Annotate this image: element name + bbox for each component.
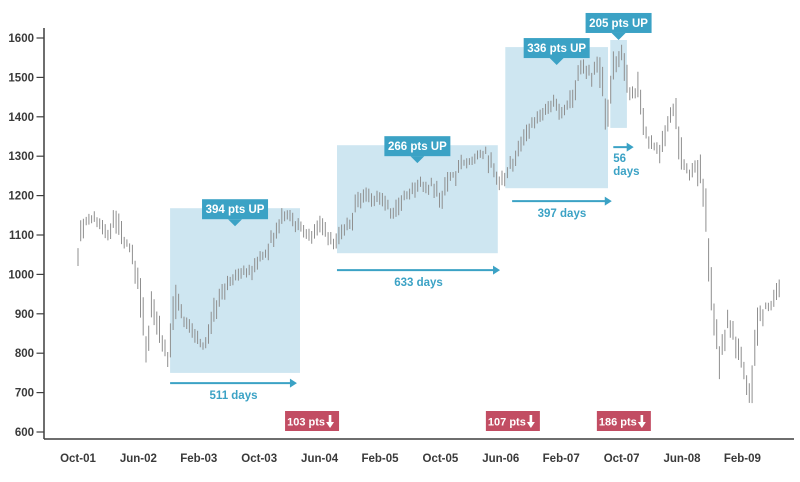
y-tick-label: 1000 xyxy=(8,269,34,281)
x-tick-label: Jun-08 xyxy=(663,453,701,465)
rally-region xyxy=(610,40,627,128)
rally-callout-label: 266 pts UP xyxy=(388,141,447,153)
x-tick-label: Jun-02 xyxy=(120,453,157,465)
down-arrow-icon xyxy=(637,422,646,428)
down-arrow-icon xyxy=(526,422,535,428)
x-tick-label: Feb-05 xyxy=(361,453,399,465)
y-tick-label: 1300 xyxy=(8,151,34,163)
y-tick-label: 700 xyxy=(15,388,34,400)
x-tick-label: Oct-05 xyxy=(423,453,459,465)
decline-annotations: 103 pts 107 pts 186 pts xyxy=(285,411,651,431)
decline-callout-label: 186 pts xyxy=(599,417,637,429)
rally-callout-label: 394 pts UP xyxy=(206,204,265,216)
rally-regions xyxy=(170,40,627,373)
y-tick-label: 1600 xyxy=(8,33,34,45)
rally-callout-label: 205 pts UP xyxy=(589,18,648,30)
rally-annotations: 511 days 394 pts UP 633 days 266 pts UP 397 … xyxy=(170,12,652,402)
rally-callout-pointer-icon xyxy=(611,32,626,40)
axes: 600 700 800 900 1000 1100 1200 1300 1400 1500 1600… xyxy=(8,28,794,465)
rally-callout xyxy=(384,136,451,157)
x-tick-label: Feb-07 xyxy=(543,453,580,465)
rally-callout xyxy=(523,38,590,59)
decline-callout xyxy=(485,411,540,431)
y-tick-label: 1200 xyxy=(8,191,34,203)
x-tick-label: Oct-07 xyxy=(604,453,640,465)
duration-label: 633 days xyxy=(394,277,443,289)
x-tick-label: Feb-09 xyxy=(724,453,761,465)
x-tick-label: Feb-03 xyxy=(180,453,217,465)
duration-arrow-head-icon xyxy=(493,265,501,275)
decline-callout xyxy=(285,411,340,431)
duration-label: days xyxy=(613,166,639,178)
y-tick-label: 800 xyxy=(15,348,34,360)
rally-region xyxy=(505,47,608,189)
rally-callout xyxy=(202,199,269,220)
y-tick-label: 1400 xyxy=(8,112,34,124)
duration-label: 511 days xyxy=(210,390,258,402)
duration-arrow-head-icon xyxy=(626,142,634,152)
rally-callout-pointer-icon xyxy=(549,58,564,66)
duration-arrow-head-icon xyxy=(289,378,297,388)
duration-arrow-head-icon xyxy=(604,196,612,206)
y-tick-label: 600 xyxy=(15,427,34,439)
rally-callout-pointer-icon xyxy=(410,156,425,164)
y-tick-label: 1100 xyxy=(9,230,34,242)
decline-callout-label: 103 pts xyxy=(287,417,325,429)
price-series-bars xyxy=(77,44,780,404)
y-tick-label: 900 xyxy=(15,309,34,321)
duration-label: 56 xyxy=(613,153,626,165)
x-tick-label: Jun-06 xyxy=(482,453,519,465)
rally-callout xyxy=(585,12,652,33)
rally-region xyxy=(170,208,300,373)
decline-callout xyxy=(596,411,651,431)
rally-callout-pointer-icon xyxy=(228,219,243,227)
x-tick-label: Jun-04 xyxy=(301,453,339,465)
y-tick-label: 1500 xyxy=(8,72,34,84)
duration-label: 397 days xyxy=(538,208,587,220)
x-tick-label: Oct-01 xyxy=(60,453,96,465)
decline-callout-label: 107 pts xyxy=(488,417,526,429)
x-tick-label: Oct-03 xyxy=(241,453,277,465)
down-arrow-icon xyxy=(326,422,335,428)
rally-callout-label: 336 pts UP xyxy=(527,43,586,55)
